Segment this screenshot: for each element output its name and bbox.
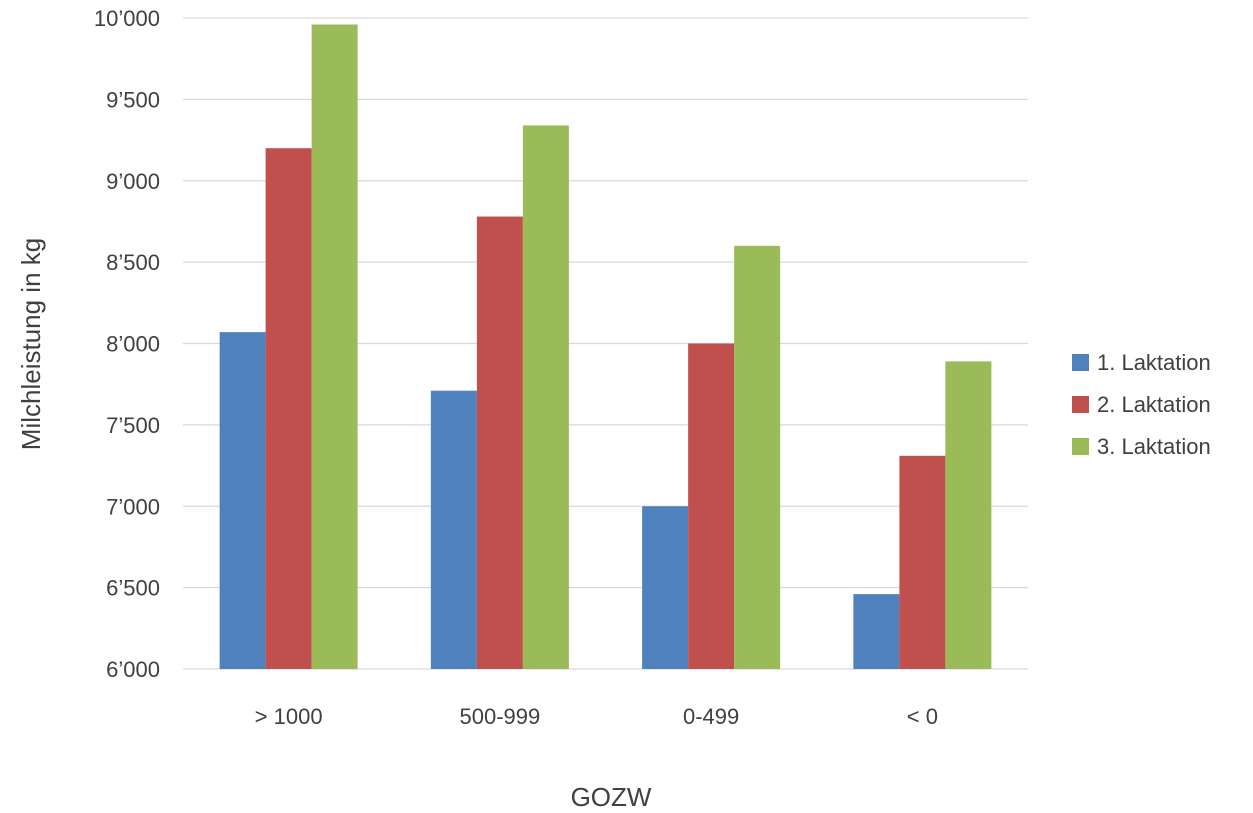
legend-label: 3. Laktation [1097,434,1211,459]
bar-2-laktation [688,343,735,669]
y-tick-label: 9’000 [106,169,160,194]
y-tick-label: 10’000 [94,6,160,31]
legend-label: 1. Laktation [1097,350,1211,375]
y-tick-label: 7’500 [106,413,160,438]
legend-swatch [1072,396,1089,413]
y-axis-title: Milchleistung in kg [16,238,46,450]
bar-2-laktation [899,455,946,669]
legend: 1. Laktation 2. Laktation 3. Laktation [1072,350,1211,459]
y-tick-label: 7’000 [106,494,160,519]
legend-label: 2. Laktation [1097,392,1211,417]
x-axis-title: GOZW [571,782,652,812]
bar-3-laktation [311,24,358,669]
x-axis-tick-labels: > 1000 500-999 0-499 < 0 [255,704,938,729]
x-tick-label: 0-499 [683,704,739,729]
bar-1-laktation [853,594,900,669]
y-tick-label: 9’500 [106,87,160,112]
bar-1-laktation [430,390,477,669]
legend-swatch [1072,354,1089,371]
y-tick-label: 6’500 [106,576,160,601]
legend-swatch [1072,438,1089,455]
bar-2-laktation [476,216,523,669]
bar-3-laktation [734,245,781,669]
y-tick-label: 8’500 [106,250,160,275]
bar-3-laktation [522,125,569,670]
x-tick-label: 500-999 [460,704,541,729]
bar-3-laktation [945,361,992,669]
y-tick-label: 8’000 [106,332,160,357]
bar-2-laktation [265,148,312,669]
bar-1-laktation [219,332,266,669]
bars [219,24,992,670]
x-tick-label: > 1000 [255,704,323,729]
y-axis-tick-labels: 6’000 6’500 7’000 7’500 8’000 8’500 9’000 9’500… [94,6,160,682]
x-tick-label: < 0 [907,704,938,729]
bar-1-laktation [642,506,689,669]
y-tick-label: 6’000 [106,657,160,682]
